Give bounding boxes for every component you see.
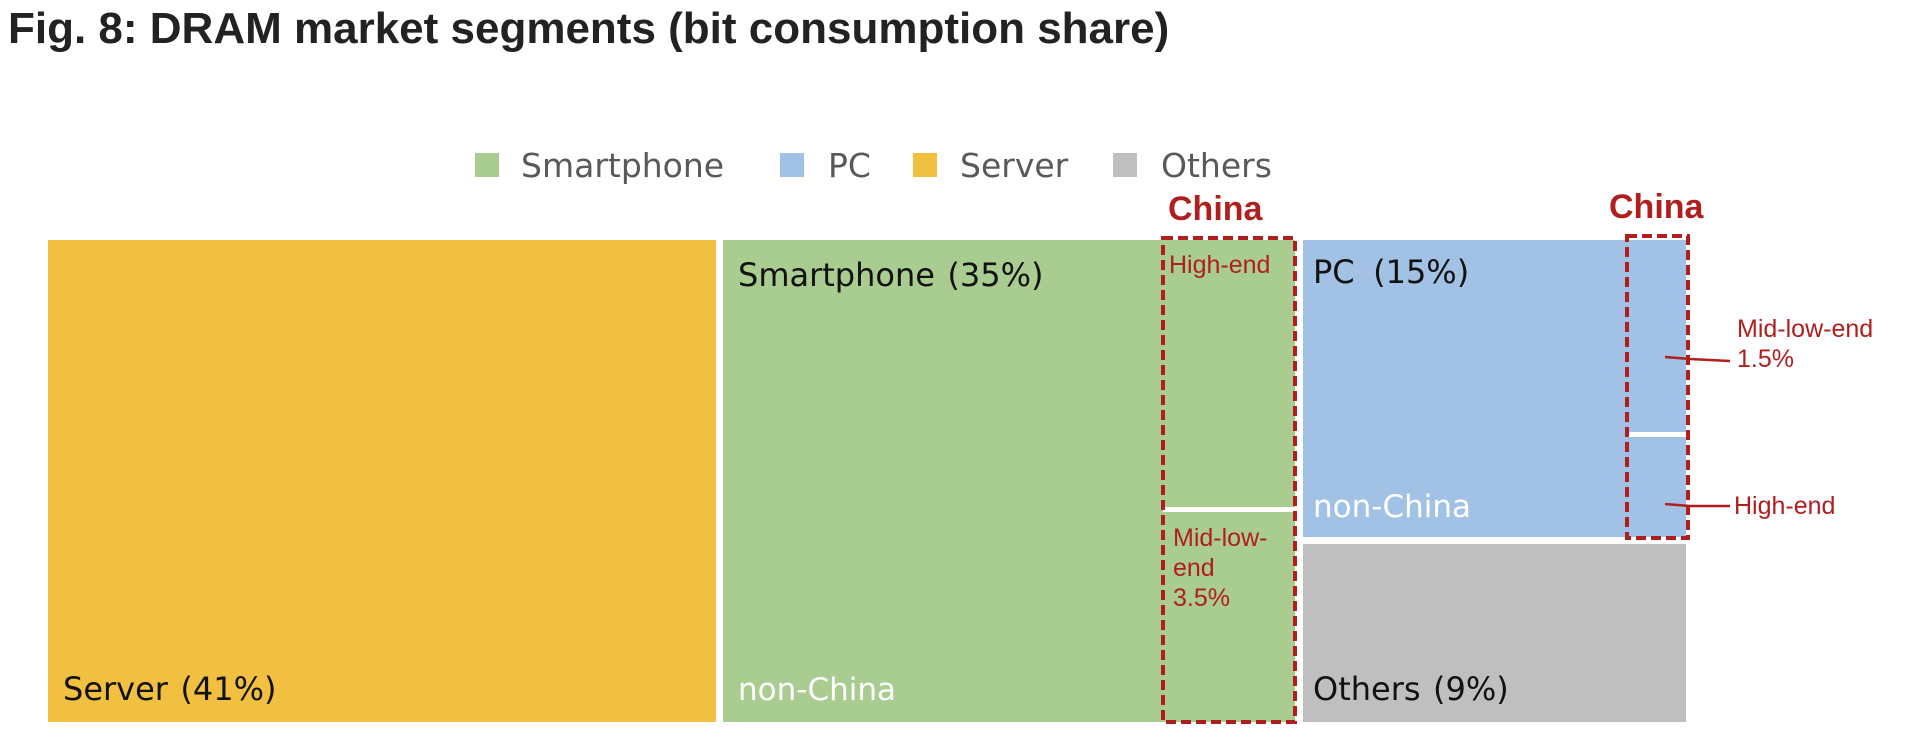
pc-china-high-end-segment	[1629, 437, 1686, 537]
pc-china-mid-low-end-leader	[1664, 355, 1731, 363]
smartphone-non-china-label: non-China	[738, 672, 896, 708]
legend: Smartphone PC Server Others	[475, 146, 1272, 185]
legend-label-pc: PC	[828, 146, 871, 185]
smartphone-china-mid-low-end-line-1: Mid-low-	[1173, 524, 1267, 552]
pc-non-china-label: non-China	[1313, 489, 1471, 525]
legend-label-server: Server	[960, 146, 1069, 185]
server-segment	[48, 240, 716, 722]
smartphone-china-mid-low-end-share: 3.5%	[1173, 584, 1230, 612]
smartphone-china-mid-low-end-segment	[1163, 512, 1295, 722]
smartphone-label: Smartphone (35%)	[738, 256, 1043, 294]
legend-swatch-smartphone	[475, 153, 499, 177]
legend-label-smartphone: Smartphone	[521, 146, 724, 185]
legend-swatch-pc	[780, 153, 804, 177]
server-label: Server (41%)	[63, 670, 276, 708]
smartphone-china-mid-low-end-line-2: end	[1173, 554, 1215, 582]
pc-china-box	[1625, 234, 1690, 540]
pc-china-label: China	[1609, 188, 1705, 226]
legend-swatch-server	[913, 153, 937, 177]
legend-swatch-others	[1113, 153, 1137, 177]
smartphone-china-high-end-label: High-end	[1169, 251, 1270, 279]
others-segment	[1303, 544, 1686, 722]
smartphone-china-label: China	[1168, 190, 1264, 228]
pc-china-mid-low-end-share: 1.5%	[1737, 345, 1794, 373]
smartphone-share: (35%)	[947, 256, 1043, 294]
smartphone-non-china-segment	[723, 240, 1163, 722]
pc-china-high-end-leader	[1664, 502, 1730, 508]
pc-china-mid-low-end-label: Mid-low-end	[1737, 315, 1873, 343]
server-share: (41%)	[180, 670, 276, 708]
pc-name: PC	[1313, 253, 1355, 291]
pc-china-mid-low-end-segment	[1629, 240, 1686, 432]
others-label: Others (9%)	[1313, 670, 1509, 708]
pc-share: (15%)	[1373, 253, 1469, 291]
smartphone-china-box	[1161, 236, 1297, 724]
legend-label-others: Others	[1161, 146, 1272, 185]
smartphone-china-high-end-segment	[1163, 240, 1295, 507]
page-title: Fig. 8: DRAM market segments (bit consum…	[8, 4, 1170, 53]
pc-non-china-segment	[1303, 240, 1629, 537]
pc-china-high-end-label: High-end	[1734, 492, 1835, 520]
others-name: Others	[1313, 670, 1421, 708]
pc-label: PC (15%)	[1313, 253, 1469, 291]
others-share: (9%)	[1433, 670, 1509, 708]
smartphone-name: Smartphone	[738, 256, 935, 294]
server-name: Server	[63, 670, 169, 708]
